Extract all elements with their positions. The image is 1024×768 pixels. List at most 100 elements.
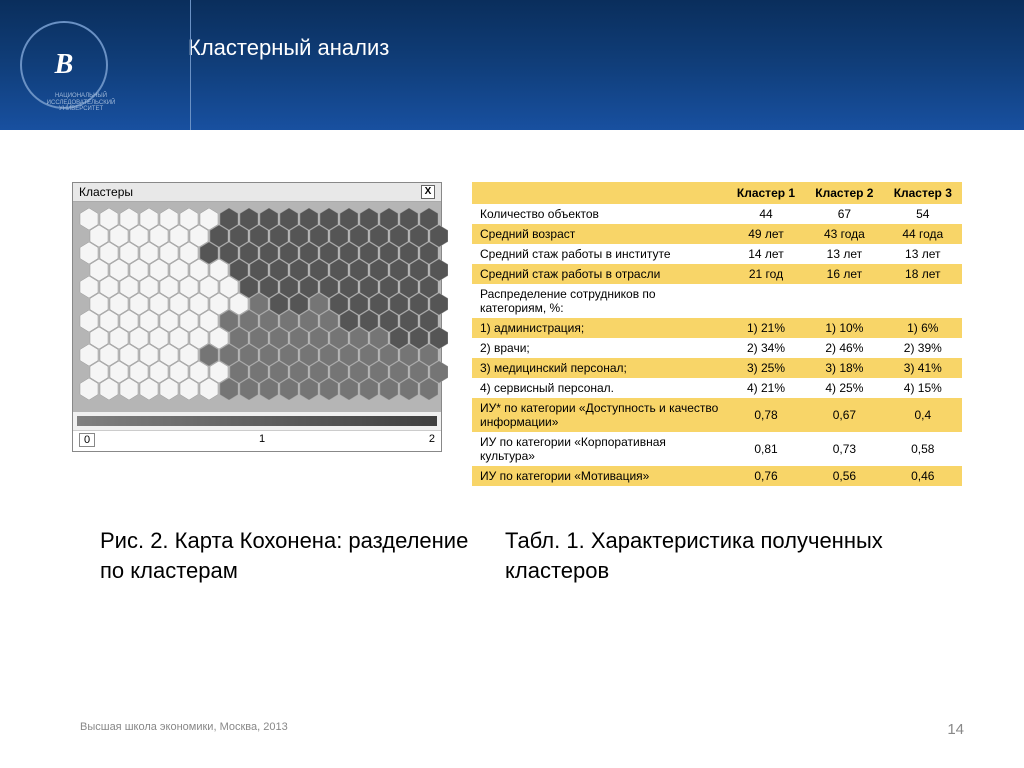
cluster-table: Кластер 1Кластер 2Кластер 3Количество об…	[472, 182, 962, 486]
table-row: Количество объектов446754	[472, 204, 962, 224]
hex-cell	[239, 378, 258, 400]
footer-org: Высшая школа экономики, Москва, 2013	[80, 721, 288, 738]
gradient-bar	[77, 416, 437, 426]
table-cell: Средний стаж работы в отрасли	[472, 264, 727, 284]
hex-grid	[73, 202, 441, 412]
table-header: Кластер 2	[805, 182, 883, 204]
kohonen-caption: Рис. 2. Карта Кохонена: разделение по кл…	[100, 526, 480, 585]
axis-1: 1	[259, 433, 265, 447]
table-row: Средний возраст49 лет43 года44 года	[472, 224, 962, 244]
table-row: ИУ по категории «Мотивация»0,760,560,46	[472, 466, 962, 486]
logo-glyph: В	[55, 49, 74, 81]
table-cell: 16 лет	[805, 264, 883, 284]
table-cell: 4) 15%	[884, 378, 962, 398]
axis-labels: 0 1 2	[73, 430, 441, 451]
hex-cell	[299, 378, 318, 400]
hex-cell	[139, 378, 158, 400]
hex-cell	[339, 378, 358, 400]
hex-cell	[119, 378, 138, 400]
table-cell: 0,73	[805, 432, 883, 466]
table-header: Кластер 1	[727, 182, 805, 204]
hex-cell	[79, 378, 98, 400]
table-cell	[727, 284, 805, 318]
hex-cell	[99, 378, 118, 400]
table-cell	[884, 284, 962, 318]
table-cell: 43 года	[805, 224, 883, 244]
hex-cell	[179, 378, 198, 400]
table-cell: Распределение сотрудников по категориям,…	[472, 284, 727, 318]
hex-cell	[379, 378, 398, 400]
table-cell: 2) врачи;	[472, 338, 727, 358]
table-cell: 4) сервисный персонал.	[472, 378, 727, 398]
table-cell: 44 года	[884, 224, 962, 244]
axis-2: 2	[429, 433, 435, 447]
table-cell: 3) 41%	[884, 358, 962, 378]
axis-0: 0	[79, 433, 95, 447]
table-cell: 67	[805, 204, 883, 224]
table-cell: 2) 46%	[805, 338, 883, 358]
table-header: Кластер 3	[884, 182, 962, 204]
table-cell: 0,4	[884, 398, 962, 432]
table-row: Средний стаж работы в отрасли21 год16 ле…	[472, 264, 962, 284]
logo-subtitle: НАЦИОНАЛЬНЫЙ ИССЛЕДОВАТЕЛЬСКИЙ УНИВЕРСИТ…	[36, 93, 126, 113]
table-cell: 0,76	[727, 466, 805, 486]
table-cell: 0,78	[727, 398, 805, 432]
table-panel: Кластер 1Кластер 2Кластер 3Количество об…	[472, 182, 962, 486]
table-cell: ИУ по категории «Корпоративная культура»	[472, 432, 727, 466]
kohonen-panel: Кластеры X 0 1 2	[72, 182, 442, 486]
table-cell: 14 лет	[727, 244, 805, 264]
table-cell: Средний возраст	[472, 224, 727, 244]
hex-cell	[279, 378, 298, 400]
page-number: 14	[947, 721, 964, 738]
kohonen-title: Кластеры	[79, 185, 133, 199]
hex-cell	[399, 378, 418, 400]
table-row: ИУ* по категории «Доступность и качество…	[472, 398, 962, 432]
header-divider	[190, 0, 191, 130]
table-cell: 2) 39%	[884, 338, 962, 358]
table-cell: 18 лет	[884, 264, 962, 284]
table-row: Распределение сотрудников по категориям,…	[472, 284, 962, 318]
table-row: 3) медицинский персонал;3) 25%3) 18%3) 4…	[472, 358, 962, 378]
table-cell: 0,56	[805, 466, 883, 486]
footer: Высшая школа экономики, Москва, 2013 14	[0, 721, 1024, 738]
table-caption: Табл. 1. Характеристика полученных класт…	[505, 526, 925, 585]
hex-cell	[219, 378, 238, 400]
hex-cell	[319, 378, 338, 400]
table-cell: 4) 25%	[805, 378, 883, 398]
table-cell: 3) 25%	[727, 358, 805, 378]
table-row: 1) администрация;1) 21%1) 10%1) 6%	[472, 318, 962, 338]
table-cell: 4) 21%	[727, 378, 805, 398]
table-cell: 49 лет	[727, 224, 805, 244]
slide-header: В Кластерный анализ НАЦИОНАЛЬНЫЙ ИССЛЕДО…	[0, 0, 1024, 130]
table-cell: 1) 21%	[727, 318, 805, 338]
hex-cell	[419, 378, 438, 400]
table-cell: 0,81	[727, 432, 805, 466]
page-title: Кластерный анализ	[188, 35, 389, 61]
kohonen-window: Кластеры X 0 1 2	[72, 182, 442, 452]
table-cell: 0,46	[884, 466, 962, 486]
table-cell: ИУ* по категории «Доступность и качество…	[472, 398, 727, 432]
close-icon[interactable]: X	[421, 185, 435, 199]
hex-cell	[359, 378, 378, 400]
hex-cell	[159, 378, 178, 400]
hex-cell	[199, 378, 218, 400]
captions: Рис. 2. Карта Кохонена: разделение по кл…	[0, 486, 1024, 585]
hex-cell	[259, 378, 278, 400]
table-cell: 1) администрация;	[472, 318, 727, 338]
table-row: 2) врачи;2) 34%2) 46%2) 39%	[472, 338, 962, 358]
table-cell: Средний стаж работы в институте	[472, 244, 727, 264]
table-cell: 21 год	[727, 264, 805, 284]
table-cell: 1) 6%	[884, 318, 962, 338]
table-cell	[805, 284, 883, 318]
table-cell: 3) медицинский персонал;	[472, 358, 727, 378]
table-cell: 54	[884, 204, 962, 224]
table-cell: ИУ по категории «Мотивация»	[472, 466, 727, 486]
table-cell: 1) 10%	[805, 318, 883, 338]
table-cell: 44	[727, 204, 805, 224]
table-cell: 3) 18%	[805, 358, 883, 378]
table-cell: 13 лет	[805, 244, 883, 264]
kohonen-titlebar: Кластеры X	[73, 183, 441, 202]
table-header	[472, 182, 727, 204]
table-row: ИУ по категории «Корпоративная культура»…	[472, 432, 962, 466]
table-cell: 0,58	[884, 432, 962, 466]
